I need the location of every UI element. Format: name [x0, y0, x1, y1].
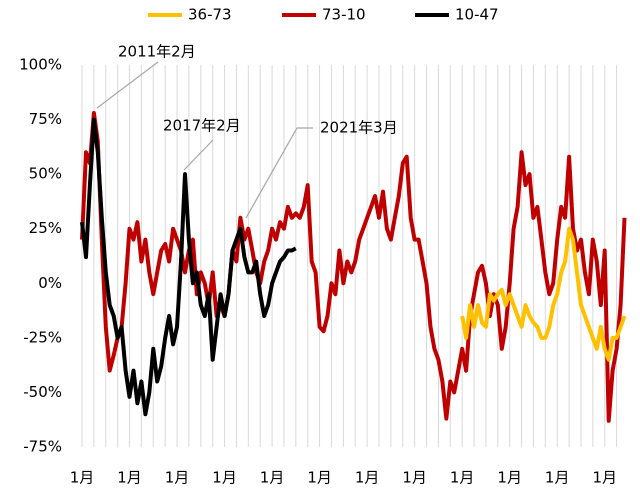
y-tick-label: 100% [19, 56, 62, 74]
legend-label: 73-10 [322, 6, 366, 24]
x-tick-label: 1月 [592, 469, 617, 487]
y-tick-label: 75% [29, 110, 62, 128]
annotation-leaders [96, 61, 313, 219]
x-tick-label: 1月 [165, 469, 190, 487]
annotation: 2017年2月 [163, 117, 241, 135]
plot-area: 1月 1月 1月 1月 1月 1月 1月 1月 1月 1月 1月 1月 -75% -50% -25% 0% 25… [19, 6, 627, 487]
x-tick-label: 1月 [402, 469, 427, 487]
y-tick-label: 50% [29, 165, 62, 183]
x-tick-label: 1月 [70, 469, 95, 487]
x-tick-label: 1月 [307, 469, 332, 487]
legend-label: 36-73 [188, 6, 232, 24]
y-tick-label: -50% [23, 383, 62, 401]
y-tick-label: -75% [23, 438, 62, 456]
leader-line [96, 61, 159, 109]
x-tick-label: 1月 [212, 469, 237, 487]
y-tick-label: -25% [23, 328, 62, 346]
series-line [80, 117, 297, 417]
x-tick-label: 1月 [450, 469, 475, 487]
x-tick-label: 1月 [545, 469, 570, 487]
leader-line [183, 139, 214, 171]
series-line [80, 111, 627, 423]
y-tick-label: 0% [38, 274, 62, 292]
x-tick-label: 1月 [497, 469, 522, 487]
x-tick-label: 1月 [117, 469, 142, 487]
series-line [460, 226, 627, 362]
x-tick-label: 1月 [260, 469, 285, 487]
annotation: 2021年3月 [320, 119, 398, 137]
legend-label: 10-47 [455, 6, 499, 24]
x-tick-label: 1月 [355, 469, 380, 487]
y-tick-label: 25% [29, 219, 62, 237]
annotation: 2011年2月 [118, 43, 196, 61]
leader-line [245, 127, 313, 219]
